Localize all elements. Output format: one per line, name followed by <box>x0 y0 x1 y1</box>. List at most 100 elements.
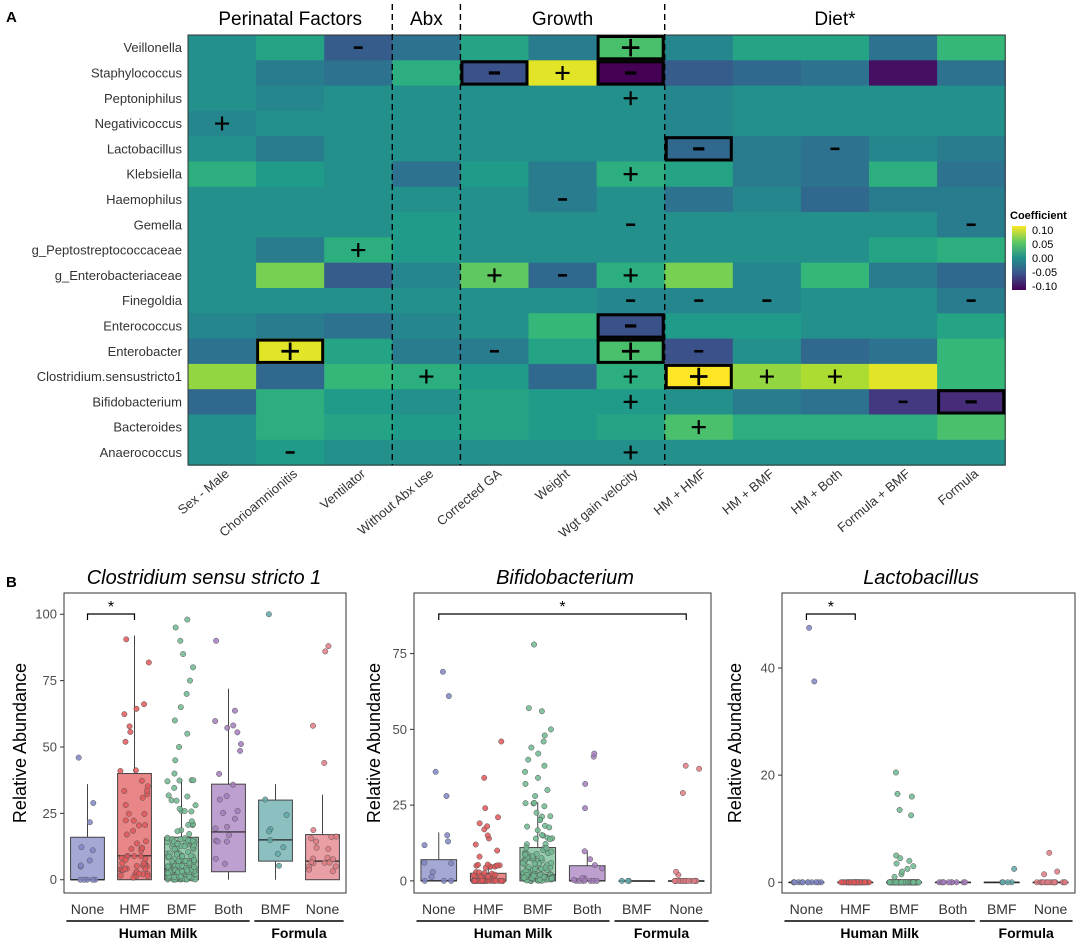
data-point <box>1004 879 1011 886</box>
data-point <box>850 879 857 886</box>
data-point <box>181 843 188 850</box>
heatmap-cell <box>188 262 257 289</box>
row-label: Negativicoccus <box>95 116 183 131</box>
data-point <box>536 876 543 883</box>
box <box>70 836 105 881</box>
group-label: Diet* <box>814 9 856 30</box>
data-point <box>484 861 491 868</box>
heatmap-cell <box>256 389 325 416</box>
data-point <box>231 707 238 714</box>
heatmap-cell <box>869 212 938 238</box>
heatmap-cell <box>800 186 870 213</box>
row-label: Klebsiella <box>126 167 182 182</box>
data-point <box>140 860 147 867</box>
heatmap-cell <box>460 288 530 314</box>
heatmap-cell <box>937 439 1006 466</box>
data-point <box>582 805 588 812</box>
data-point <box>593 877 600 884</box>
data-point <box>186 873 193 880</box>
data-point <box>138 777 145 784</box>
x-category-label: BMF <box>987 901 1017 917</box>
heatmap-cell <box>324 60 393 87</box>
heatmap-cell <box>528 414 598 441</box>
column-label: Corrected GA <box>434 466 505 529</box>
heatmap-cell <box>937 186 1006 213</box>
data-point <box>908 812 915 819</box>
data-point <box>531 641 538 648</box>
data-point <box>532 793 539 799</box>
heatmap-cell <box>528 313 598 340</box>
data-point <box>591 750 598 757</box>
y-tick-label: 100 <box>35 607 57 622</box>
heatmap-cell <box>664 60 734 87</box>
heatmap-cell <box>324 262 393 289</box>
heatmap-cell <box>256 60 325 87</box>
x-category-label: None <box>670 901 704 917</box>
data-point <box>164 834 171 841</box>
data-point <box>445 693 452 699</box>
data-point <box>679 790 686 796</box>
heatmap-cell <box>664 237 734 264</box>
heatmap-cell <box>392 60 461 87</box>
data-point <box>125 810 132 817</box>
data-point <box>310 722 316 729</box>
data-point <box>173 797 180 804</box>
heatmap-cell <box>869 237 938 264</box>
data-point <box>127 729 134 735</box>
heatmap-cell <box>460 110 530 137</box>
heatmap-cell <box>596 237 666 264</box>
data-point <box>143 838 149 845</box>
heatmap-cell <box>188 212 257 238</box>
significance-box <box>664 136 733 162</box>
data-point <box>806 624 813 631</box>
plot-title: Bifidobacterium <box>496 567 634 589</box>
data-point <box>531 860 538 867</box>
data-point <box>472 841 479 848</box>
data-point <box>1011 865 1018 872</box>
data-point <box>141 811 148 817</box>
data-point <box>1054 868 1061 875</box>
data-point <box>214 838 221 845</box>
heatmap-cell <box>392 338 461 365</box>
data-point <box>326 859 333 866</box>
data-point <box>591 862 598 869</box>
heatmap-cell <box>869 262 938 289</box>
data-point <box>181 808 188 814</box>
data-point <box>328 833 335 840</box>
y-axis-label: Relative Abundance <box>10 663 30 823</box>
heatmap-cell <box>596 186 666 213</box>
data-point <box>492 871 498 878</box>
data-point <box>190 664 197 671</box>
heatmap-cell <box>732 439 802 466</box>
data-point <box>898 879 905 886</box>
significance-box <box>596 338 665 364</box>
data-point <box>522 851 529 858</box>
data-point <box>528 744 535 751</box>
heatmap-cell <box>460 237 530 264</box>
data-point <box>535 750 542 757</box>
heatmap-cell <box>460 313 530 340</box>
data-point <box>543 845 550 852</box>
heatmap-cell <box>392 288 461 314</box>
data-point <box>685 877 692 884</box>
data-point <box>117 768 124 774</box>
data-point <box>171 717 178 724</box>
heatmap-cell <box>732 414 802 441</box>
data-point <box>908 793 915 800</box>
heatmap-cell <box>324 338 393 365</box>
data-point <box>164 863 171 870</box>
heatmap-cell <box>324 363 393 390</box>
data-point <box>223 838 230 845</box>
heatmap-cell <box>869 288 938 314</box>
x-category-label: None <box>790 901 824 917</box>
column-label: Weight <box>532 466 573 504</box>
data-point <box>182 858 189 864</box>
data-point <box>177 704 184 711</box>
data-point <box>213 637 220 644</box>
row-label: Anaerococcus <box>100 445 183 460</box>
y-tick-label: 75 <box>393 646 407 661</box>
heatmap-cell <box>869 85 938 112</box>
data-point <box>90 800 97 806</box>
data-point <box>234 808 241 815</box>
heatmap-cell <box>664 389 734 416</box>
